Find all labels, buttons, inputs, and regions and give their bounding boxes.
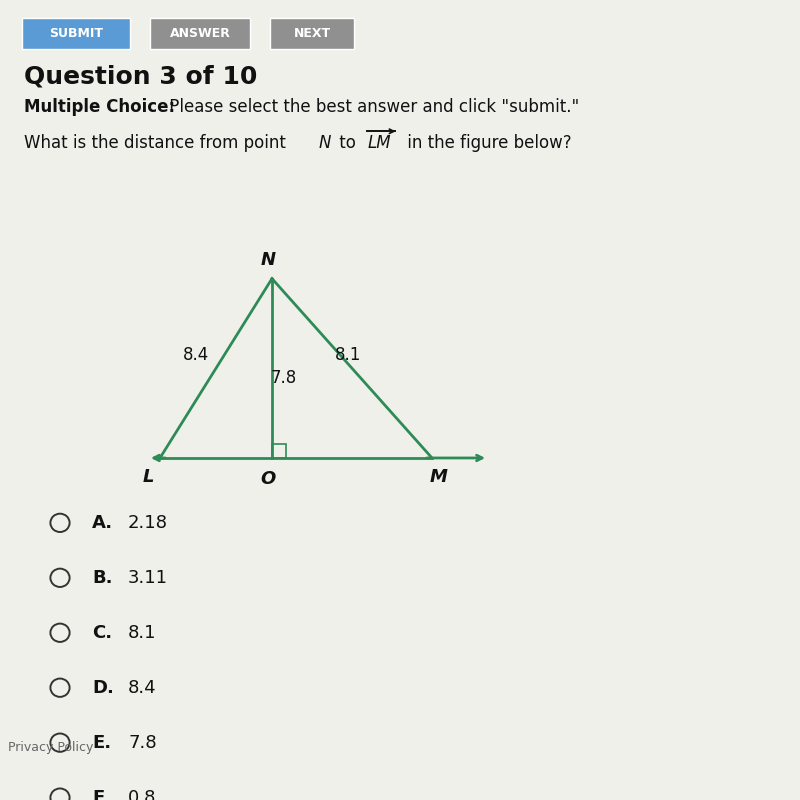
Text: ANSWER: ANSWER [170,27,230,40]
Text: A.: A. [92,514,113,532]
Text: 8.4: 8.4 [128,678,157,697]
Bar [272,444,286,458]
Text: Please select the best answer and click "submit.": Please select the best answer and click … [164,98,579,116]
Text: E.: E. [92,734,111,752]
Text: 3.11: 3.11 [128,569,168,587]
FancyBboxPatch shape [150,18,250,49]
Text: NEXT: NEXT [294,27,330,40]
Text: 8.1: 8.1 [128,624,157,642]
Text: N: N [261,250,275,269]
Text: Multiple Choice:: Multiple Choice: [24,98,175,116]
Text: SUBMIT: SUBMIT [49,27,103,40]
Text: LM: LM [368,134,392,153]
Text: M: M [430,468,447,486]
Text: C.: C. [92,624,112,642]
FancyBboxPatch shape [270,18,354,49]
Text: 2.18: 2.18 [128,514,168,532]
Text: in the figure below?: in the figure below? [402,134,571,153]
Text: 7.8: 7.8 [128,734,157,752]
Text: F.: F. [92,789,109,800]
Text: Question 3 of 10: Question 3 of 10 [24,64,258,88]
Text: 8.1: 8.1 [335,346,361,364]
Text: Privacy Policy: Privacy Policy [8,741,94,754]
Text: What is the distance from point: What is the distance from point [24,134,291,153]
Text: 7.8: 7.8 [271,369,297,387]
Text: 8.4: 8.4 [183,346,209,364]
Text: 0.8: 0.8 [128,789,156,800]
Text: B.: B. [92,569,113,587]
Text: L: L [143,468,154,486]
Text: N: N [318,134,330,153]
Text: D.: D. [92,678,114,697]
FancyBboxPatch shape [22,18,130,49]
Text: O: O [260,470,276,488]
Text: to: to [334,134,362,153]
